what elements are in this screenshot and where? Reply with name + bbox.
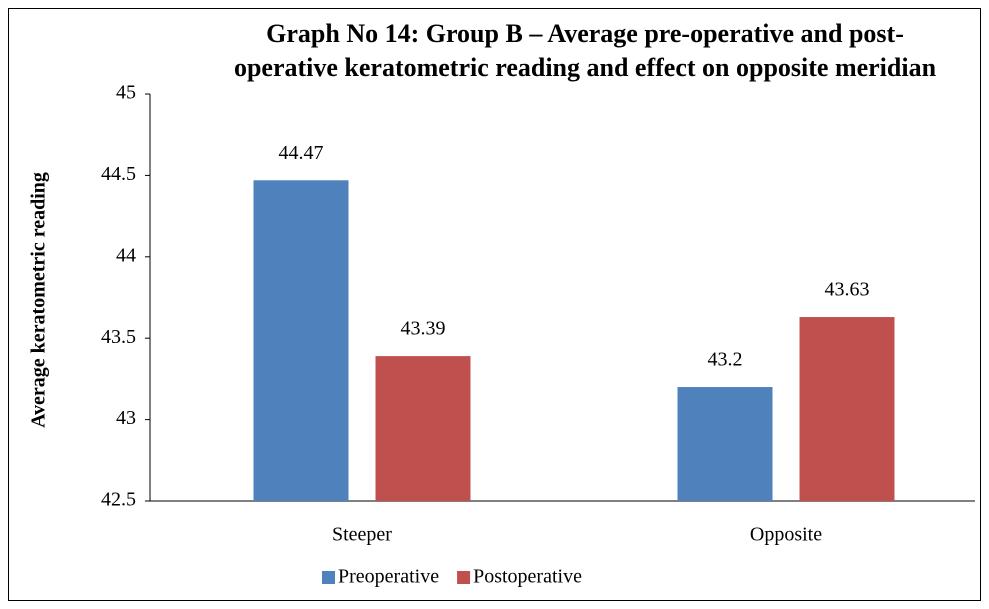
chart-title: Graph No 14: Group B – Average pre-opera…	[233, 19, 937, 82]
bar	[677, 387, 773, 501]
bar	[253, 180, 349, 501]
x-tick-label: Opposite	[750, 524, 822, 546]
y-axis-label: Average keratometric reading	[28, 172, 50, 428]
x-tick-label: Steeper	[332, 524, 392, 546]
data-label: 44.47	[279, 142, 324, 164]
data-label: 43.63	[825, 279, 870, 301]
data-label: 43.2	[708, 349, 743, 371]
data-label: 43.39	[401, 318, 446, 340]
y-tick-label: 42.5	[101, 489, 136, 511]
y-tick-label: 44	[116, 244, 136, 266]
y-tick-label: 43.5	[101, 326, 136, 348]
legend-swatch	[457, 571, 471, 584]
legend-label: Preoperative	[338, 566, 439, 588]
y-tick-label: 44.5	[101, 163, 136, 185]
legend-swatch	[322, 571, 335, 584]
y-tick-label: 45	[116, 82, 136, 104]
chart-border	[8, 8, 981, 601]
bar	[375, 356, 471, 501]
legend-label: Postoperative	[473, 566, 582, 588]
y-tick-label: 43	[116, 407, 136, 429]
bar	[799, 317, 895, 501]
